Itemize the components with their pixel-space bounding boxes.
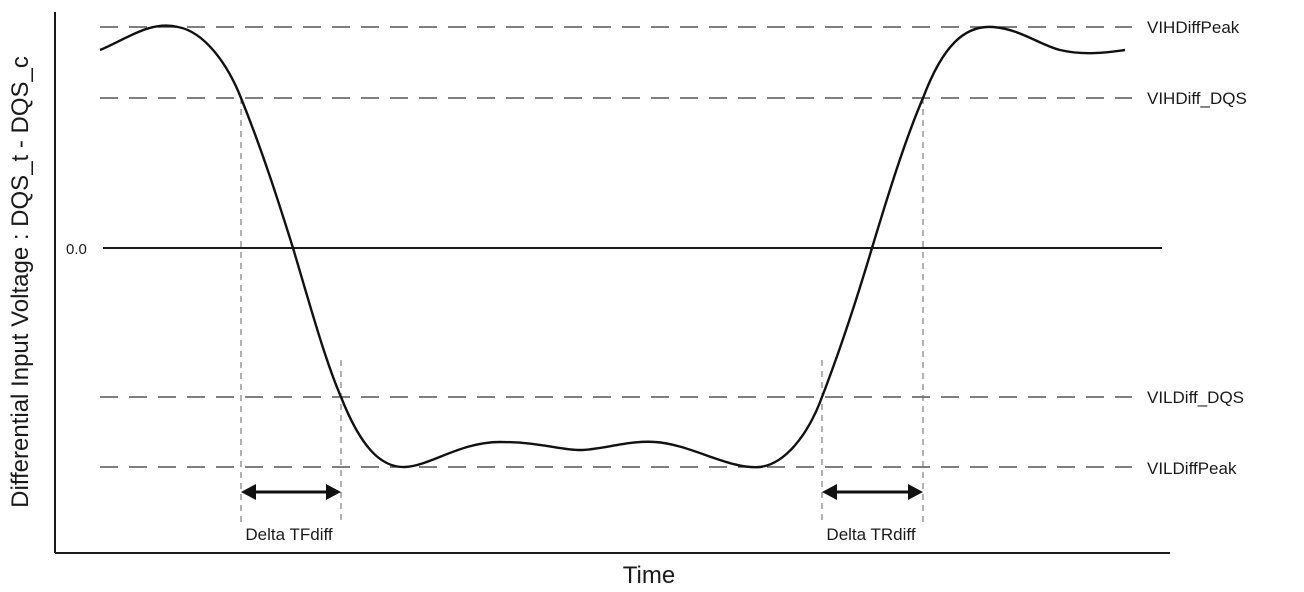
delta-tf-label: Delta TFdiff [245, 525, 333, 544]
zero-label: 0.0 [66, 241, 87, 258]
vil-diff-dqs-label: VILDiff_DQS [1147, 388, 1244, 407]
vil-diff-peak-label: VILDiffPeak [1147, 459, 1237, 478]
differential-waveform [99, 24, 1126, 469]
y-axis-title: Differential Input Voltage : DQS_t - DQS… [7, 56, 34, 508]
x-axis-title: Time [623, 562, 675, 589]
vih-diff-dqs-label: VIHDiff_DQS [1147, 89, 1247, 108]
delta-tf-arrow [241, 484, 341, 500]
vih-diff-peak-label: VIHDiffPeak [1147, 18, 1240, 37]
delta-tr-label: Delta TRdiff [826, 525, 915, 544]
delta-tr-arrow [822, 484, 923, 500]
